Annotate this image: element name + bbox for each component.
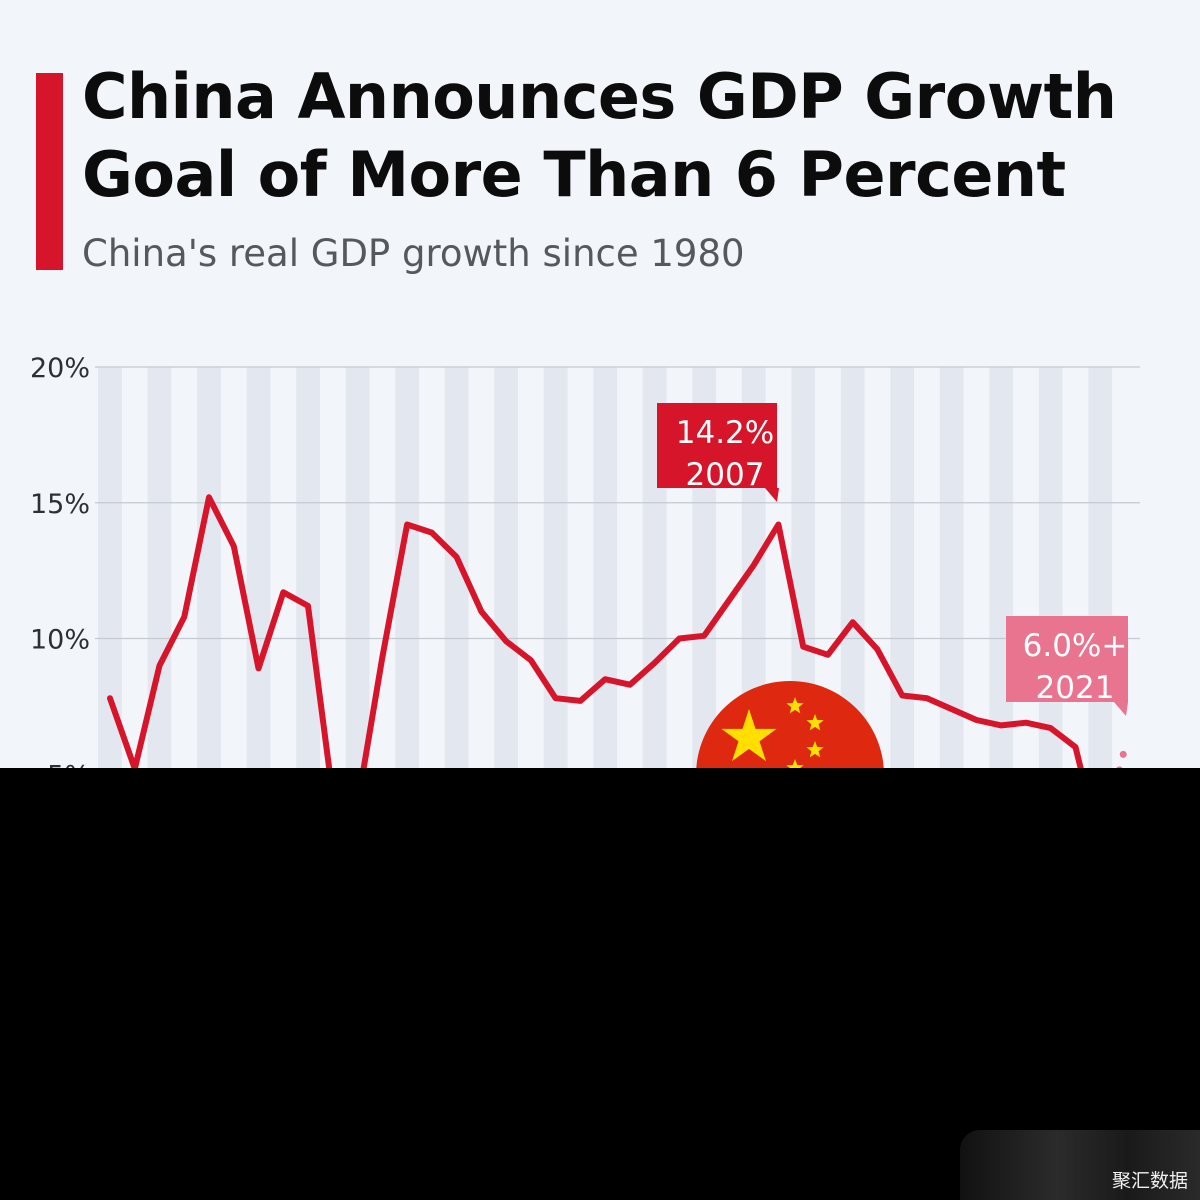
chart-title: China Announces GDP Growth Goal of More … bbox=[82, 58, 1182, 214]
black-overlay bbox=[0, 768, 1200, 1200]
watermark-text: 聚汇数据 bbox=[1111, 1170, 1188, 1192]
annotation-value-label: 6.0%+ bbox=[1023, 628, 1128, 664]
flag-small-star-4 bbox=[786, 759, 804, 776]
y-axis-ticks: 20%15%10%5% bbox=[30, 353, 90, 791]
chart-title-line-1: China Announces GDP Growth bbox=[82, 60, 1117, 133]
annotations: 14.2% 2007 6.0%+ 2021 bbox=[657, 403, 1128, 716]
chart-subtitle: China's real GDP growth since 1980 bbox=[82, 232, 745, 275]
annotation-box-1 bbox=[1006, 616, 1128, 716]
title-accent-bar bbox=[36, 73, 63, 270]
annotation-value-label: 14.2% bbox=[676, 415, 774, 451]
annotation-year-label: 2007 bbox=[686, 457, 765, 493]
flag-small-star-3 bbox=[806, 741, 824, 758]
watermark-background bbox=[960, 1130, 1200, 1200]
flag-small-star-1 bbox=[786, 697, 804, 714]
flag-large-star bbox=[721, 709, 777, 762]
y-tick-label: 15% bbox=[30, 489, 90, 520]
annotation-year-label: 2021 bbox=[1036, 670, 1115, 706]
y-tick-label: 10% bbox=[30, 625, 90, 656]
series-line bbox=[107, 494, 1104, 851]
annotation-box-0 bbox=[657, 403, 779, 502]
chart-title-line-2: Goal of More Than 6 Percent bbox=[82, 138, 1066, 211]
y-tick-label: 20% bbox=[30, 353, 90, 384]
flag-small-star-2 bbox=[806, 714, 824, 731]
